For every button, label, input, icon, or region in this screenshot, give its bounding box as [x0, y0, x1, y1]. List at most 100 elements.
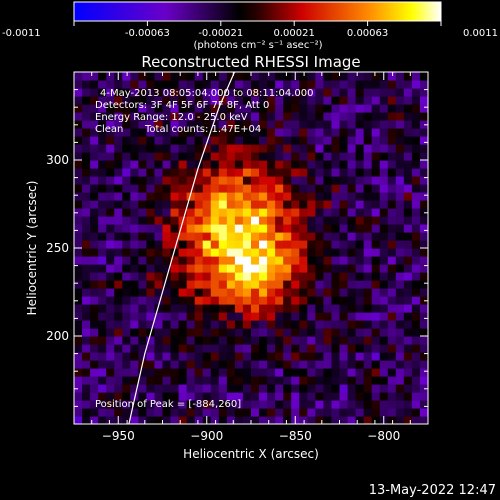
heatmap-cell — [162, 176, 172, 185]
heatmap-cell — [106, 352, 115, 361]
heatmap-cell — [347, 136, 357, 145]
heatmap-cell — [138, 328, 148, 337]
heatmap-cell — [186, 416, 196, 424]
heatmap-cell — [299, 216, 308, 225]
heatmap-cell — [307, 304, 316, 313]
heatmap-cell — [74, 296, 83, 305]
heatmap-cell — [114, 104, 123, 113]
heatmap-cell — [315, 288, 325, 297]
heatmap-cell — [363, 360, 373, 369]
heatmap-cell — [339, 128, 349, 137]
heatmap-cell — [202, 312, 212, 321]
heatmap-cell — [82, 160, 91, 169]
heatmap-cell — [98, 80, 107, 89]
heatmap-cell — [299, 208, 308, 217]
heatmap-cell — [339, 232, 349, 241]
heatmap-cell — [371, 168, 381, 177]
heatmap-cell — [98, 176, 107, 185]
heatmap-cell — [82, 336, 91, 345]
heatmap-cell — [130, 320, 139, 329]
heatmap-cell — [291, 360, 300, 369]
heatmap-cell — [411, 88, 421, 97]
heatmap-cell — [291, 296, 300, 305]
heatmap-cell — [210, 400, 220, 409]
heatmap-cell — [130, 368, 139, 377]
heatmap-cell — [114, 160, 123, 169]
heatmap-cell — [138, 408, 148, 417]
heatmap-cell — [178, 136, 188, 145]
heatmap-cell — [74, 88, 83, 97]
heatmap-cell — [371, 296, 381, 305]
heatmap-cell — [395, 352, 405, 361]
heatmap-cell — [387, 176, 397, 185]
heatmap-cell — [98, 256, 107, 265]
heatmap-cell — [186, 80, 196, 89]
heatmap-cell — [339, 320, 349, 329]
heatmap-cell — [411, 376, 421, 385]
heatmap-cell — [194, 136, 204, 145]
heatmap-cell — [82, 280, 91, 289]
heatmap-cell — [234, 80, 244, 89]
heatmap-cell — [226, 320, 236, 329]
heatmap-cell — [130, 120, 139, 129]
heatmap-cell — [283, 264, 292, 273]
heatmap-cell — [138, 336, 148, 345]
heatmap-cell — [202, 272, 212, 281]
heatmap-cell — [267, 312, 276, 321]
heatmap-cell — [106, 312, 115, 321]
heatmap-cell — [74, 208, 83, 217]
heatmap-cell — [162, 184, 172, 193]
heatmap-cell — [387, 104, 397, 113]
heatmap-cell — [210, 88, 220, 97]
heatmap-cell — [138, 392, 148, 401]
heatmap-cell — [251, 104, 260, 113]
heatmap-cell — [154, 216, 164, 225]
heatmap-cell — [259, 248, 268, 257]
heatmap-cell — [275, 376, 284, 385]
heatmap-cell — [339, 328, 349, 337]
heatmap-cell — [138, 304, 148, 313]
heatmap-cell — [194, 248, 204, 257]
heatmap-cell — [339, 192, 349, 201]
heatmap-cell — [106, 368, 115, 377]
heatmap-cell — [82, 176, 91, 185]
heatmap-cell — [210, 104, 220, 113]
heatmap-cell — [138, 272, 148, 281]
heatmap-cell — [154, 168, 164, 177]
heatmap-cell — [395, 272, 405, 281]
heatmap-cell — [146, 392, 156, 401]
heatmap-cell — [186, 176, 196, 185]
heatmap-cell — [74, 144, 83, 153]
heatmap-cell — [347, 392, 357, 401]
heatmap-cell — [130, 336, 139, 345]
heatmap-cell — [411, 80, 421, 89]
heatmap-cell — [355, 328, 365, 337]
heatmap-cell — [339, 248, 349, 257]
heatmap-cell — [82, 152, 91, 161]
heatmap-cell — [339, 96, 349, 105]
heatmap-cell — [154, 408, 164, 417]
y-axis-label: Heliocentric Y (arcsec) — [25, 181, 39, 316]
heatmap-cell — [194, 240, 204, 249]
heatmap-cell — [234, 264, 244, 273]
heatmap-cell — [395, 408, 405, 417]
heatmap-cell — [178, 376, 188, 385]
heatmap-cell — [154, 376, 164, 385]
heatmap-cell — [114, 360, 123, 369]
heatmap-cell — [403, 88, 413, 97]
heatmap-cell — [146, 320, 156, 329]
heatmap-cell — [395, 200, 405, 209]
heatmap-cell — [242, 352, 252, 361]
heatmap-cell — [202, 144, 212, 153]
heatmap-cell — [106, 360, 115, 369]
heatmap-cell — [146, 88, 156, 97]
heatmap-cell — [411, 320, 421, 329]
heatmap-cell — [291, 216, 300, 225]
heatmap-cell — [154, 176, 164, 185]
heatmap-cell — [210, 128, 220, 137]
heatmap-cell — [170, 280, 180, 289]
heatmap-cell — [154, 192, 164, 201]
heatmap-cell — [162, 216, 172, 225]
heatmap-cell — [210, 288, 220, 297]
heatmap-cell — [226, 400, 236, 409]
